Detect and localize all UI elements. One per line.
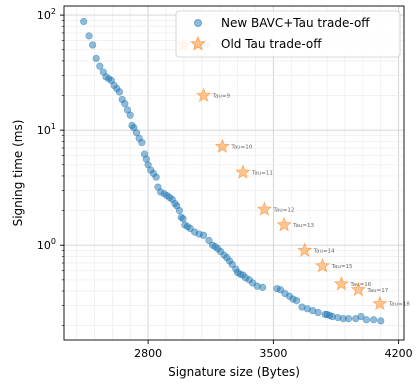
tau-label: Tau=13 — [292, 223, 314, 229]
tau-label: Tau=10 — [230, 145, 252, 151]
tau-label: Tau=12 — [272, 207, 294, 213]
tau-label: Tau=17 — [366, 288, 388, 294]
x-tick-label: 2800 — [134, 347, 162, 360]
new-tradeoff-point — [115, 88, 124, 96]
old-tradeoff-point — [314, 257, 331, 273]
tau-label: Tau=18 — [388, 302, 410, 308]
legend-label-new: New BAVC+Tau trade-off — [221, 16, 370, 30]
y-axis-label: Signing time (ms) — [11, 120, 25, 227]
old-tradeoff-point — [256, 201, 273, 216]
x-tick-label: 3500 — [259, 347, 287, 360]
new-tradeoff-point — [175, 206, 184, 215]
old-tradeoff-point — [195, 87, 212, 102]
new-tradeoff-point — [314, 308, 322, 317]
new-tradeoff-point — [80, 17, 88, 26]
new-tradeoff-point — [96, 62, 104, 70]
new-tradeoff-point — [357, 312, 365, 321]
legend-label-old: Old Tau trade-off — [221, 37, 322, 51]
legend-marker-old — [190, 35, 206, 51]
new-tradeoff-point — [293, 297, 301, 305]
legend-box — [175, 10, 401, 58]
new-tradeoff-point — [179, 215, 187, 223]
y-tick-label: 100 — [37, 237, 56, 252]
new-tradeoff-point — [362, 316, 371, 324]
old-tradeoff-point — [297, 242, 313, 257]
old-tradeoff-point — [372, 295, 388, 311]
tau-label: Tau=14 — [313, 248, 335, 254]
new-tradeoff-point — [259, 283, 267, 291]
new-tradeoff-point — [121, 100, 129, 108]
x-axis-label: Signature size (Bytes) — [168, 365, 300, 379]
tau-label: Tau=11 — [251, 170, 273, 176]
new-tradeoff-point — [369, 316, 378, 324]
new-tradeoff-point — [199, 231, 208, 239]
new-tradeoff-point — [92, 54, 100, 63]
new-tradeoff-point — [85, 32, 93, 40]
y-tick-label: 101 — [37, 122, 56, 137]
legend: New BAVC+Tau trade-off Old Tau trade-off — [175, 10, 401, 58]
new-tradeoff-point — [126, 111, 134, 119]
x-tick-label: 4200 — [385, 347, 413, 360]
old-tradeoff-point — [350, 281, 366, 297]
new-tradeoff-point — [377, 317, 385, 325]
new-tradeoff-point — [205, 236, 213, 245]
legend-marker-new — [194, 19, 202, 27]
old-tradeoff-point — [235, 164, 251, 179]
new-tradeoff-point — [152, 173, 160, 181]
y-tick-label: 102 — [37, 7, 56, 22]
tau-label: Tau=9 — [212, 94, 231, 100]
new-tradeoff-point — [138, 138, 146, 147]
tau-label: Tau=15 — [331, 264, 353, 270]
new-tradeoff-point — [344, 315, 353, 323]
new-tradeoff-point — [89, 41, 97, 49]
plot-frame — [63, 5, 405, 341]
old-tradeoff-point — [276, 216, 292, 232]
tau-label: Tau=16 — [349, 282, 371, 288]
ticks-layer: 2800 3500 4200 100 101 102 — [37, 7, 413, 360]
old-tradeoff-point — [333, 276, 349, 291]
old-tradeoff-point — [214, 138, 230, 154]
